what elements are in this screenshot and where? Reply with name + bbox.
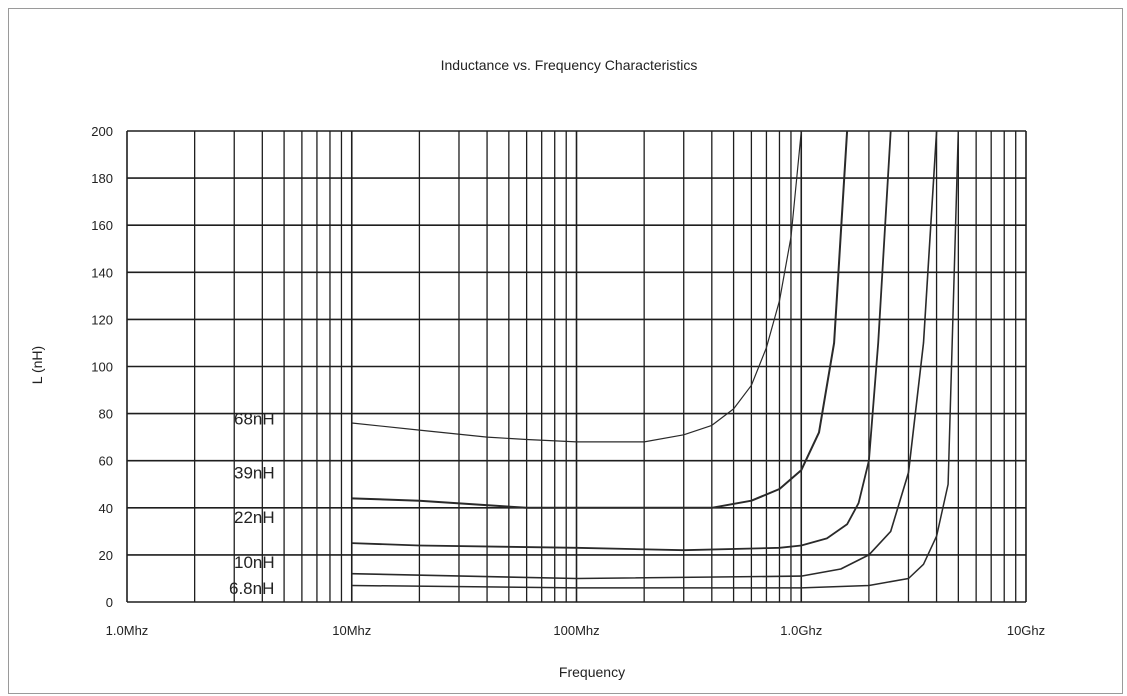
x-axis-label: Frequency	[559, 664, 625, 680]
y-tick-label: 160	[91, 218, 113, 233]
series-line	[351, 130, 802, 443]
tick-labels: 0 20 40 60 80 100 120 140 160 180 200 1.0Mhz 10Mhz 10…	[91, 124, 1045, 638]
series-line	[351, 130, 938, 580]
series-lines	[351, 130, 960, 589]
y-tick-label: 0	[106, 595, 113, 610]
chart-frame: Inductance vs. Frequency Characteristics…	[8, 8, 1123, 694]
series-labels: 68nH 39nH 22nH 10nH 6.8nH	[229, 409, 275, 598]
y-tick-label: 20	[99, 548, 113, 563]
y-tick-label: 120	[91, 312, 113, 327]
y-tick-label: 200	[91, 124, 113, 139]
series-label: 68nH	[234, 409, 275, 428]
grid	[126, 130, 1027, 603]
x-tick-label: 1.0Mhz	[106, 623, 149, 638]
series-line	[351, 130, 960, 589]
chart-title: Inductance vs. Frequency Characteristics	[441, 57, 698, 73]
y-tick-label: 100	[91, 360, 113, 375]
y-tick-label: 180	[91, 171, 113, 186]
series-label: 39nH	[234, 463, 275, 482]
chart-svg: Inductance vs. Frequency Characteristics…	[29, 57, 1045, 680]
y-tick-label: 80	[99, 407, 113, 422]
y-tick-label: 140	[91, 265, 113, 280]
x-tick-label: 10Ghz	[1007, 623, 1045, 638]
x-tick-label: 1.0Ghz	[780, 623, 822, 638]
series-label: 10nH	[234, 553, 275, 572]
series-line	[351, 130, 892, 552]
y-axis-label: L (nH)	[29, 346, 45, 384]
series-line	[351, 130, 849, 509]
x-tick-label: 100Mhz	[553, 623, 599, 638]
y-tick-label: 60	[99, 454, 113, 469]
series-label: 6.8nH	[229, 579, 274, 598]
x-tick-label: 10Mhz	[332, 623, 371, 638]
y-tick-label: 40	[99, 501, 113, 516]
series-label: 22nH	[234, 508, 275, 527]
